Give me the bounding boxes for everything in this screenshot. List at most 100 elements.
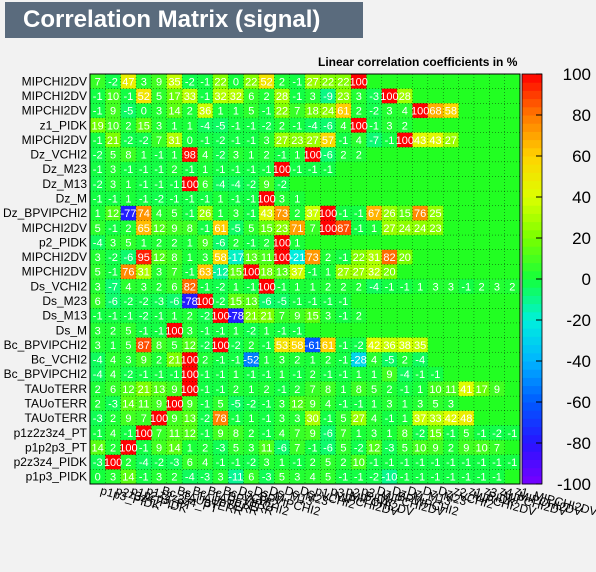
heatmap-cell	[151, 147, 167, 162]
heatmap-cell	[166, 366, 183, 382]
cell-value-label: 100	[135, 428, 153, 440]
cell-value-label: -1	[231, 135, 241, 147]
cell-value-label: 100	[104, 457, 122, 469]
heatmap-cell	[412, 220, 428, 236]
y-tick-label: Bc_BPVIPCHI2	[4, 367, 88, 381]
cell-value-label: -1	[231, 120, 241, 132]
cell-value-label: 2	[248, 428, 254, 440]
cell-value-label: 22	[276, 106, 288, 118]
cell-value-label: 7	[279, 311, 285, 323]
heatmap-cell	[136, 205, 152, 221]
heatmap-cell	[335, 249, 352, 265]
heatmap-cell	[381, 381, 398, 397]
heatmap-cell	[197, 469, 213, 484]
heatmap-cell	[182, 469, 198, 484]
cell-value-label: 7	[95, 76, 101, 88]
heatmap-cell	[136, 279, 152, 294]
cell-value-label: 1	[171, 150, 177, 162]
cell-value-label: -1	[200, 91, 210, 103]
cell-value-label: -1	[200, 325, 210, 337]
cell-value-label: 61	[337, 106, 349, 118]
heatmap-cell	[258, 74, 275, 89]
heatmap-cell	[335, 74, 352, 89]
cell-value-label: 14	[122, 398, 134, 410]
heatmap-cell	[197, 161, 213, 177]
cell-value-label: -3	[262, 472, 272, 484]
colorbar-segment	[522, 213, 542, 223]
heatmap-cell	[212, 249, 229, 265]
heatmap-cell	[166, 279, 183, 294]
cell-value-label: -1	[246, 164, 256, 176]
cell-value-label: 43	[260, 208, 272, 220]
heatmap-cell	[274, 308, 290, 323]
heatmap-cell	[136, 396, 152, 411]
cell-value-label: 9	[171, 413, 177, 425]
heatmap-cell	[90, 279, 106, 294]
cell-value-label: -4	[216, 179, 226, 191]
heatmap-cell	[197, 220, 213, 236]
heatmap-cell	[397, 381, 413, 397]
colorbar-segment	[522, 172, 542, 182]
cell-value-label: 4	[340, 120, 346, 132]
heatmap-cell	[166, 132, 183, 148]
cell-value-label: 21	[107, 135, 119, 147]
cell-value-label: 3	[386, 120, 392, 132]
heatmap-cell	[258, 147, 275, 162]
cell-value-label: 2	[264, 237, 270, 249]
heatmap-cell	[305, 88, 321, 104]
cell-value-label: 100	[350, 120, 368, 132]
heatmap-cell	[151, 425, 167, 441]
heatmap-cell	[320, 74, 336, 89]
cell-value-label: -1	[93, 428, 103, 440]
heatmap-cell	[120, 88, 137, 104]
cell-value-label: 31	[138, 267, 150, 279]
cell-value-label: -1	[400, 281, 410, 293]
y-tick-label: z1_PIDK	[40, 118, 87, 132]
heatmap-cell	[120, 74, 137, 89]
heatmap-cell	[289, 264, 305, 279]
heatmap-cell	[335, 425, 352, 441]
colorbar-segment	[522, 344, 542, 354]
heatmap-cell	[351, 381, 367, 397]
colorbar-segment	[522, 361, 542, 370]
cell-value-label: 1	[340, 384, 346, 396]
cell-value-label: -1	[108, 267, 118, 279]
cell-value-label: -1	[262, 340, 272, 352]
cell-value-label: -1	[323, 413, 333, 425]
cell-value-label: -1	[400, 384, 410, 396]
heatmap-cell	[197, 264, 213, 279]
cell-value-label: 3	[432, 281, 438, 293]
cell-value-label: -1	[108, 193, 118, 205]
cell-value-label: 3	[264, 135, 270, 147]
heatmap-cell	[120, 337, 137, 353]
cell-value-label: -2	[200, 340, 210, 352]
heatmap-cell	[427, 220, 444, 236]
heatmap-cell	[274, 235, 290, 250]
heatmap-cell	[397, 352, 413, 367]
cell-value-label: 12	[153, 252, 165, 264]
heatmap-cell	[243, 410, 259, 426]
heatmap-cell	[120, 264, 137, 279]
cell-value-label: 3	[141, 76, 147, 88]
heatmap-cell	[335, 440, 352, 455]
heatmap-cell	[105, 205, 121, 221]
heatmap-cell	[305, 440, 321, 455]
cell-value-label: -1	[154, 369, 164, 381]
cell-value-label: 5	[248, 223, 254, 235]
heatmap-cell	[381, 352, 398, 367]
heatmap-cell	[212, 235, 229, 250]
colorbar-segment	[522, 336, 542, 346]
cell-value-label: 35	[168, 76, 180, 88]
cell-value-label: 3	[448, 281, 454, 293]
heatmap-cell	[258, 381, 275, 397]
cell-value-label: 18	[260, 267, 272, 279]
cell-value-label: -2	[246, 398, 256, 410]
heatmap-cell	[366, 352, 382, 367]
cell-value-label: 57	[322, 135, 334, 147]
cell-value-label: 2	[110, 413, 116, 425]
cell-value-label: -1	[200, 76, 210, 88]
cell-value-label: -1	[369, 457, 379, 469]
cell-value-label: 48	[460, 413, 472, 425]
heatmap-cell	[197, 425, 213, 441]
heatmap-cell	[397, 103, 413, 118]
